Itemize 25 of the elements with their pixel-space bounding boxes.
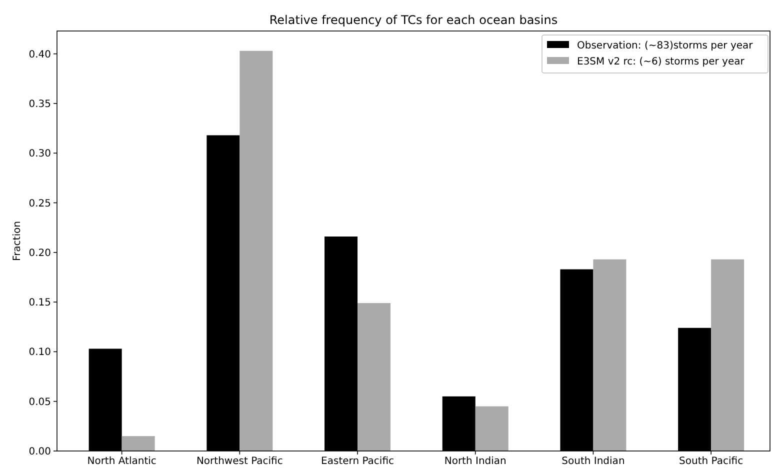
y-axis-title: Fraction: [12, 221, 23, 261]
bar: [593, 259, 626, 451]
bar: [240, 50, 273, 451]
legend-label: E3SM v2 rc: (~6) storms per year: [577, 56, 746, 68]
y-tick-label: 0.20: [28, 248, 51, 259]
x-tick-label: South Indian: [562, 456, 625, 467]
x-tick-label: North Atlantic: [87, 456, 156, 467]
y-tick-label: 0.15: [28, 298, 51, 309]
x-tick-label: Northwest Pacific: [196, 456, 283, 467]
y-tick-label: 0.25: [28, 198, 51, 210]
bar: [475, 406, 508, 451]
y-tick-label: 0.30: [28, 148, 51, 160]
y-tick-label: 0.00: [28, 446, 51, 458]
bar: [711, 259, 744, 451]
y-tick-label: 0.40: [28, 49, 51, 60]
chart-title: Relative frequency of TCs for each ocean basins: [269, 13, 558, 27]
bar: [358, 303, 391, 451]
bar: [122, 436, 155, 451]
y-tick-label: 0.35: [28, 98, 51, 110]
legend-label: Observation: (~83)storms per year: [577, 40, 754, 52]
x-tick-label: Eastern Pacific: [321, 456, 394, 467]
x-tick-label: North Indian: [444, 456, 506, 467]
y-tick-label: 0.05: [28, 396, 51, 408]
x-tick-label: South Pacific: [679, 456, 744, 467]
y-tick-label: 0.10: [28, 347, 51, 358]
